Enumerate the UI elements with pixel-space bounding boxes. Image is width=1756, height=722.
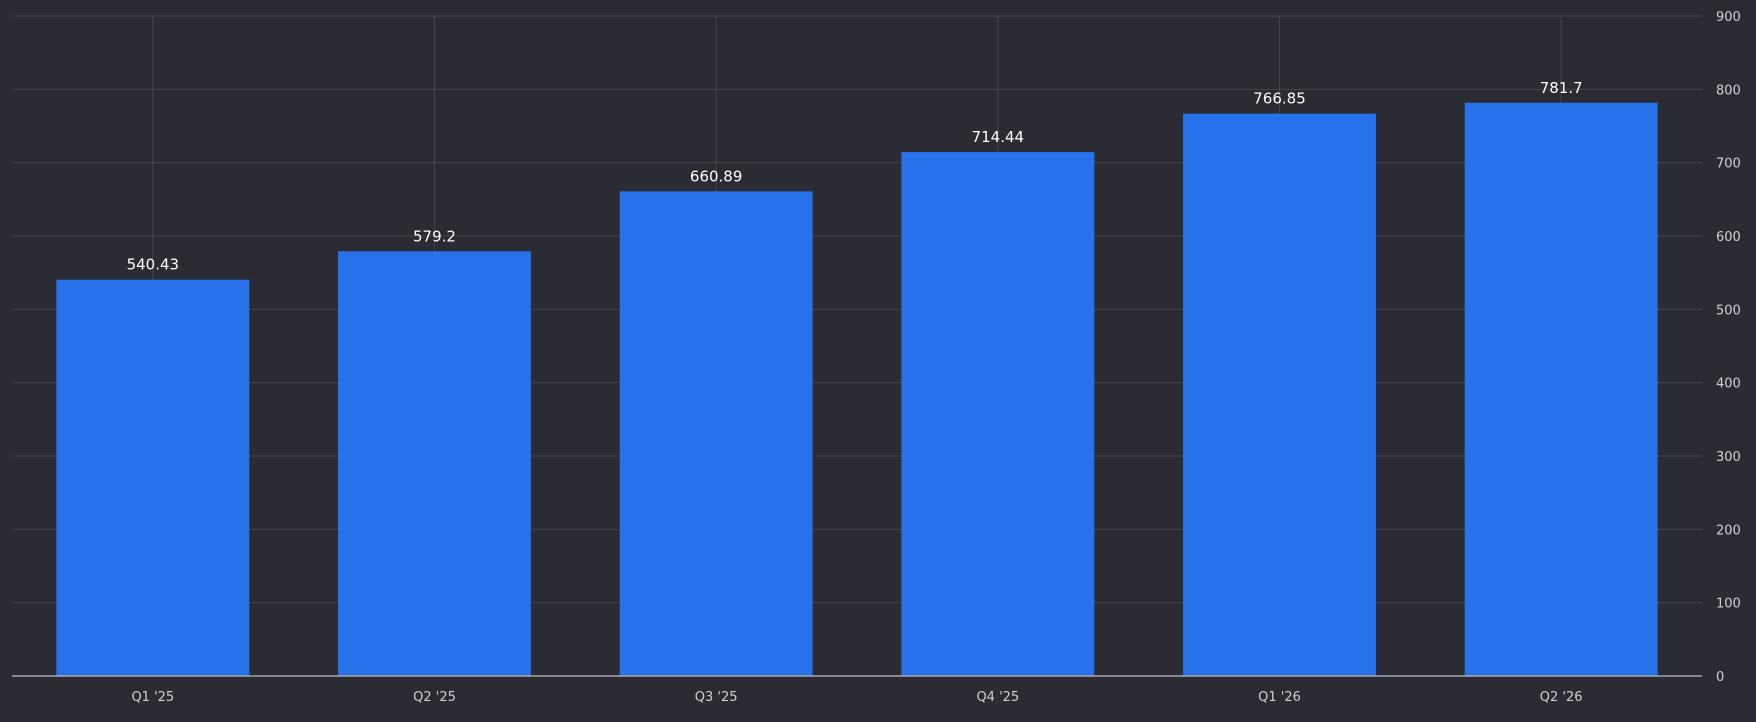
y-tick-label: 300: [1716, 450, 1741, 465]
bar: [901, 152, 1095, 676]
y-tick-label: 0: [1716, 670, 1724, 685]
y-tick-label: 400: [1716, 377, 1741, 392]
bar-value-label: 660.89: [690, 167, 743, 185]
y-tick-label: 500: [1716, 303, 1741, 318]
gridlines: [12, 15, 1702, 676]
bar: [1183, 113, 1376, 677]
bar: [619, 191, 813, 676]
x-axis-ticks: Q1 '25 Q2 '25 Q3 '25 Q4 '25 Q1 '26 Q2 '26: [131, 690, 1582, 705]
bar-value-label: 540.43: [127, 256, 180, 274]
x-tick-label: Q1 '26: [1258, 690, 1301, 705]
bar: [1464, 102, 1658, 676]
y-tick-label: 800: [1716, 83, 1741, 98]
data-labels: 540.43 579.2 660.89 714.44 766.85 781.7: [127, 79, 1583, 274]
x-tick-label: Q2 '26: [1540, 690, 1583, 705]
y-tick-label: 900: [1716, 10, 1741, 25]
y-tick-label: 100: [1716, 597, 1741, 612]
bars: [56, 102, 1658, 677]
bar-value-label: 714.44: [972, 128, 1025, 146]
y-axis-ticks: 0 100 200 300 400 500 600 700 800 900: [1716, 10, 1741, 685]
bar-value-label: 579.2: [413, 227, 456, 245]
bar: [338, 251, 531, 676]
x-tick-label: Q2 '25: [413, 690, 456, 705]
bar: [56, 279, 250, 676]
y-tick-label: 200: [1716, 523, 1741, 538]
bar-value-label: 766.85: [1253, 90, 1306, 108]
y-tick-label: 700: [1716, 157, 1741, 172]
x-tick-label: Q1 '25: [131, 690, 174, 705]
x-tick-label: Q4 '25: [976, 690, 1019, 705]
bar-value-label: 781.7: [1540, 79, 1583, 97]
y-tick-label: 600: [1716, 230, 1741, 245]
x-tick-label: Q3 '25: [695, 690, 738, 705]
